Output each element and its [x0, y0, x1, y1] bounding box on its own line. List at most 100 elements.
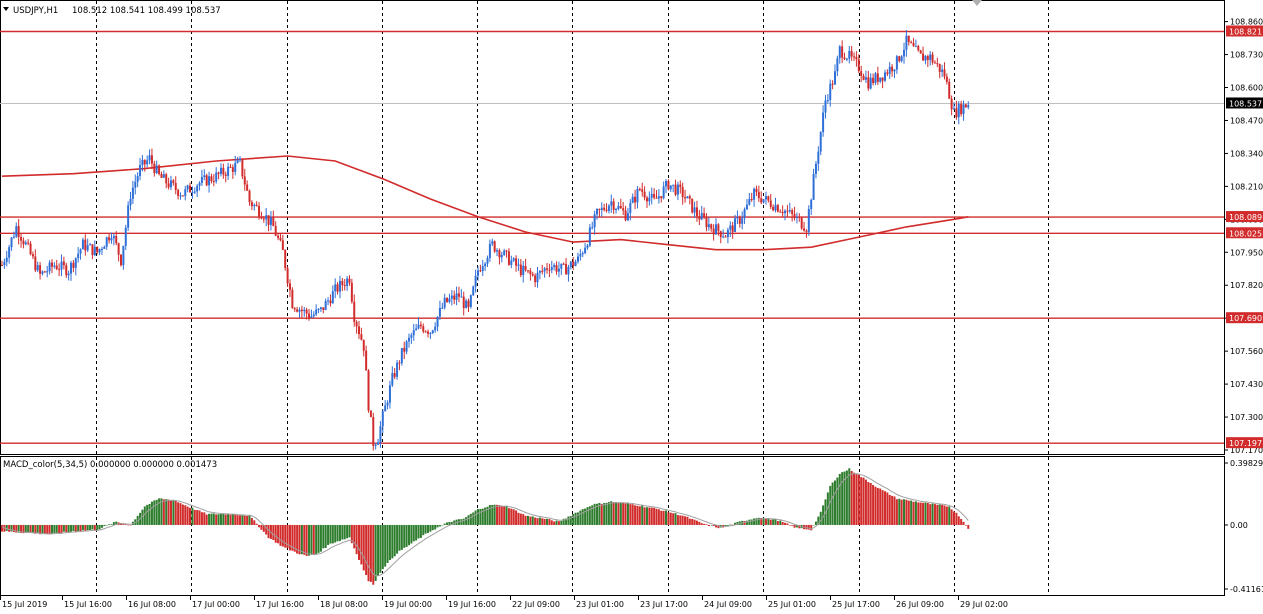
candle-body: [569, 261, 572, 268]
candle-body: [505, 250, 508, 252]
candle-body: [655, 197, 658, 199]
candle-body: [169, 180, 172, 188]
macd-bar: [177, 502, 180, 525]
candle-body: [695, 207, 698, 217]
macd-bar: [217, 514, 220, 525]
candle-body: [148, 155, 151, 161]
candle-body: [886, 72, 889, 74]
candle-body: [953, 108, 955, 110]
candle-body: [691, 198, 694, 213]
macd-bar: [96, 524, 99, 531]
macd-bar: [362, 524, 365, 571]
candle-body: [665, 180, 668, 187]
candle-body: [750, 198, 753, 200]
macd-bar: [336, 524, 339, 542]
macd-bar: [241, 515, 244, 525]
macd-bar: [510, 508, 513, 525]
candle-body: [650, 193, 653, 198]
macd-bar: [707, 524, 710, 527]
macd-bar: [358, 524, 360, 560]
candle-body: [826, 99, 829, 101]
candle-body: [636, 189, 639, 203]
macd-bar: [948, 506, 951, 525]
macd-bar: [419, 524, 422, 538]
candle-body: [441, 307, 444, 309]
macd-bar: [724, 524, 727, 527]
macd-bar: [776, 521, 779, 525]
macd-bar: [1, 524, 3, 532]
macd-bar: [239, 515, 241, 525]
macd-bar: [227, 513, 230, 525]
macd-bar: [122, 523, 125, 525]
candle-body: [379, 426, 382, 443]
symbol-dropdown-icon[interactable]: [3, 7, 9, 11]
candle-body: [560, 263, 563, 269]
macd-bar: [477, 509, 479, 525]
macd-bar: [798, 524, 801, 529]
macd-bar: [629, 504, 632, 525]
macd-bar: [922, 502, 925, 525]
macd-bar: [377, 524, 380, 576]
candle-body: [469, 295, 472, 307]
level-price-tag: [1226, 312, 1263, 324]
macd-bar: [296, 524, 299, 554]
macd-bar: [757, 517, 760, 525]
candle-body: [298, 309, 301, 312]
candle-body: [474, 275, 477, 287]
candle-body: [584, 247, 587, 254]
candle-body: [648, 197, 651, 202]
symbol-title: USDJPY,H1: [13, 6, 58, 16]
candle-body: [77, 253, 80, 259]
candle-body: [736, 217, 739, 219]
macd-bar: [729, 524, 732, 526]
macd-bar: [108, 524, 111, 525]
macd-bar: [448, 521, 451, 525]
candle-body: [905, 35, 908, 50]
candle-body: [262, 218, 265, 220]
candle-body: [284, 249, 287, 269]
macd-bar: [262, 524, 265, 532]
candle-body: [838, 46, 841, 59]
macd-bar: [900, 499, 903, 525]
candle-body: [486, 257, 489, 264]
macd-bar: [914, 501, 917, 525]
macd-bar: [600, 503, 603, 525]
candle-body: [436, 316, 439, 327]
macd-bar: [641, 505, 644, 525]
macd-bar: [343, 524, 346, 540]
candle-body: [184, 189, 187, 197]
candle-body: [350, 282, 353, 302]
macd-bar: [672, 513, 675, 525]
candle-body: [793, 214, 796, 219]
macd-bar: [550, 520, 553, 525]
macd-bar: [731, 524, 734, 526]
candle-body: [536, 272, 539, 283]
current-price-label: 108.537: [1229, 99, 1262, 108]
candle-body: [434, 326, 437, 331]
macd-bar: [950, 509, 953, 525]
candle-body: [219, 167, 222, 174]
macd-bar: [812, 524, 815, 526]
candle-body: [876, 73, 879, 82]
price-tick-label: 107.950: [1230, 248, 1263, 257]
macd-bar: [17, 524, 20, 533]
time-tick-label: 16 Jul 08:00: [128, 600, 176, 609]
candle-body: [557, 268, 560, 272]
time-tick-label: 15 Jul 2019: [2, 600, 47, 609]
candle-body: [653, 193, 656, 198]
macd-bar: [277, 524, 280, 544]
candle-body: [98, 249, 101, 253]
macd-bar: [891, 495, 894, 525]
time-tick-label: 19 Jul 16:00: [448, 600, 496, 609]
candle-body: [246, 184, 249, 191]
chart-shift-marker[interactable]: [972, 0, 982, 6]
candle-body: [679, 184, 682, 188]
candle-body: [800, 217, 803, 229]
candle-body: [362, 339, 365, 351]
macd-bar: [524, 515, 527, 525]
macd-bar: [429, 524, 432, 532]
candle-body: [612, 201, 615, 210]
candle-body: [181, 195, 184, 197]
macd-bar: [386, 524, 389, 563]
macd-bar: [555, 520, 558, 525]
